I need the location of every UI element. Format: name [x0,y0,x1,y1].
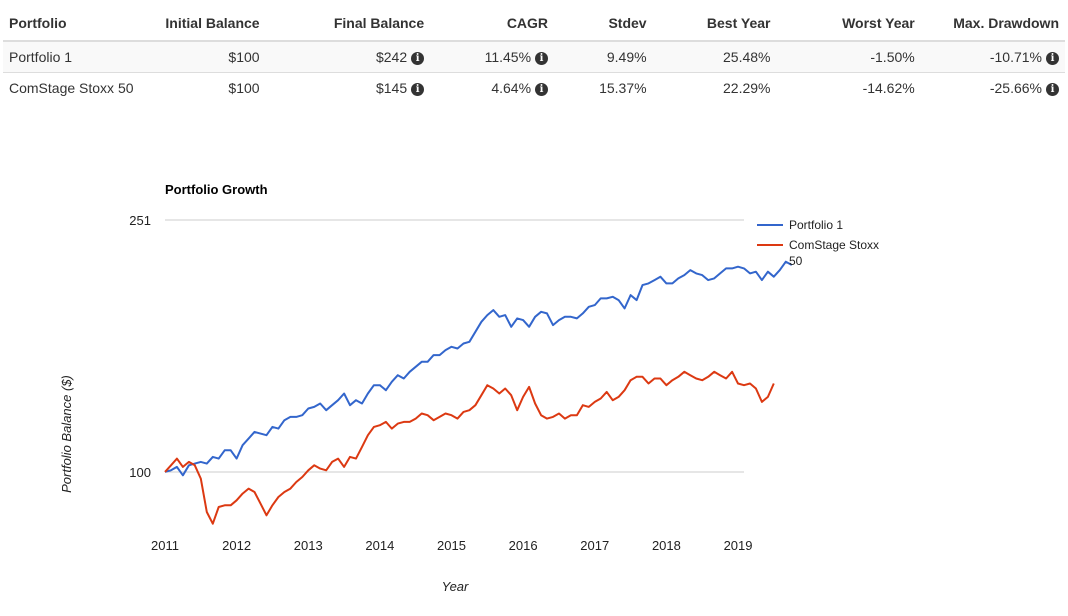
cell-cagr: 4.64% i [430,72,555,103]
chart-series-lines [164,260,793,525]
header-initial-balance[interactable]: Initial Balance [141,6,266,42]
x-tick-label: 2012 [222,538,251,553]
cell-final-balance: $242 i [265,41,431,73]
cell-portfolio: Portfolio 1 [3,41,142,73]
info-icon[interactable]: i [411,52,425,65]
series-line-comstage-stoxx-50 [164,370,775,525]
x-tick-label: 2011 [151,538,179,553]
cell-stdev: 15.37% [554,72,653,103]
header-max-drawdown[interactable]: Max. Drawdown [920,6,1065,42]
x-tick-label: 2013 [294,538,323,553]
cell-worst-year: -1.50% [776,41,921,73]
info-icon[interactable]: i [535,83,549,96]
portfolio-summary-table: Portfolio Initial Balance Final Balance … [3,6,1065,103]
x-tick-label: 2018 [652,538,681,553]
x-tick-label: 2016 [509,538,538,553]
cell-initial-balance: $100 [141,72,266,103]
header-stdev[interactable]: Stdev [554,6,653,42]
cell-cagr-value: 11.45% [484,49,532,65]
header-best-year[interactable]: Best Year [652,6,777,42]
header-final-balance[interactable]: Final Balance [265,6,431,42]
cell-final-balance-value: $242 [375,49,408,65]
x-tick-label: 2014 [365,538,394,553]
portfolio-growth-chart: Portfolio Growth 100 251 2011 2012 2013 2014… [59,182,879,594]
cell-initial-balance: $100 [141,41,266,73]
cell-cagr: 11.45% i [430,41,555,73]
cell-max-drawdown-value: -25.66% [989,80,1042,96]
cell-max-drawdown: -25.66% i [920,72,1065,103]
y-tick-label: 251 [129,213,151,228]
table-header-row: Portfolio Initial Balance Final Balance … [3,6,1065,42]
chart-legend[interactable]: Portfolio 1 ComStage Stoxx 50 [757,218,879,268]
legend-label: Portfolio 1 [789,218,843,232]
table-row: Portfolio 1 $100 $242 i 11.45% i 9.49% 25.… [3,41,1065,73]
header-cagr[interactable]: CAGR [430,6,555,42]
x-tick-label: 2015 [437,538,466,553]
cell-max-drawdown: -10.71% i [920,41,1065,73]
legend-label-line: Portfolio 1 [789,218,843,232]
series-line-portfolio-1 [164,260,793,477]
legend-label-line: ComStage Stoxx [789,238,879,252]
chart-title: Portfolio Growth [165,182,268,197]
cell-final-balance: $145 i [265,72,431,103]
legend-label-line: 50 [789,254,803,268]
cell-max-drawdown-value: -10.71% [989,49,1042,65]
cell-best-year: 25.48% [652,41,777,73]
cell-stdev: 9.49% [554,41,653,73]
y-tick-label: 100 [129,465,151,480]
legend-label: ComStage Stoxx 50 [789,238,879,268]
table-row: ComStage Stoxx 50 $100 $145 i 4.64% i 15.3… [3,72,1065,103]
x-axis-ticks: 2011 2012 2013 2014 2015 2016 2017 2018 2019 [151,538,752,553]
cell-cagr-value: 4.64% [491,80,532,96]
legend-item[interactable]: Portfolio 1 [757,218,843,232]
cell-worst-year: -14.62% [776,72,921,103]
info-icon[interactable]: i [535,52,549,65]
y-axis-label: Portfolio Balance ($) [59,375,74,493]
chart-gridlines [165,219,744,473]
x-tick-label: 2017 [580,538,609,553]
x-tick-label: 2019 [724,538,753,553]
x-axis-label: Year [442,579,469,594]
info-icon[interactable]: i [1046,52,1059,65]
legend-item[interactable]: ComStage Stoxx 50 [757,238,879,268]
info-icon[interactable]: i [1046,83,1059,96]
y-axis-ticks: 100 251 [129,213,151,480]
header-portfolio[interactable]: Portfolio [3,6,142,42]
info-icon[interactable]: i [411,83,425,96]
cell-final-balance-value: $145 [375,80,408,96]
cell-portfolio: ComStage Stoxx 50 [3,72,142,103]
cell-best-year: 22.29% [652,72,777,103]
header-worst-year[interactable]: Worst Year [776,6,921,42]
